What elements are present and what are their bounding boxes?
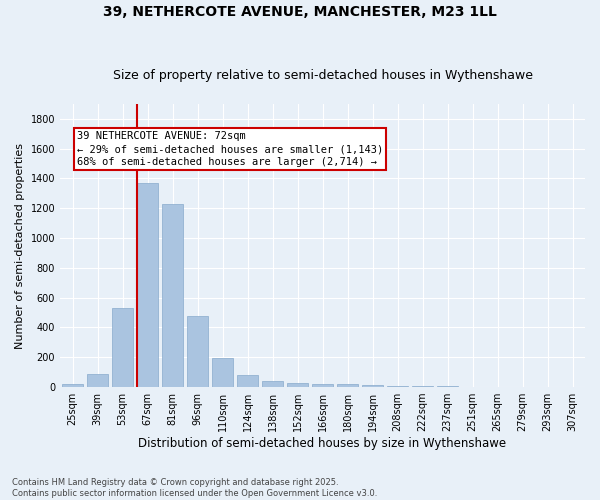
Bar <box>187 316 208 387</box>
Bar <box>112 308 133 387</box>
Bar <box>287 382 308 387</box>
Bar <box>237 375 258 387</box>
Bar <box>162 204 183 387</box>
Text: 39 NETHERCOTE AVENUE: 72sqm
← 29% of semi-detached houses are smaller (1,143)
68: 39 NETHERCOTE AVENUE: 72sqm ← 29% of sem… <box>77 131 383 167</box>
Title: Size of property relative to semi-detached houses in Wythenshawe: Size of property relative to semi-detach… <box>113 69 533 82</box>
Bar <box>137 183 158 387</box>
Bar <box>362 386 383 387</box>
Bar <box>87 374 108 387</box>
Bar <box>212 358 233 387</box>
Text: 39, NETHERCOTE AVENUE, MANCHESTER, M23 1LL: 39, NETHERCOTE AVENUE, MANCHESTER, M23 1… <box>103 5 497 19</box>
Bar <box>337 384 358 387</box>
X-axis label: Distribution of semi-detached houses by size in Wythenshawe: Distribution of semi-detached houses by … <box>139 437 506 450</box>
Y-axis label: Number of semi-detached properties: Number of semi-detached properties <box>15 142 25 348</box>
Bar <box>387 386 408 387</box>
Bar <box>312 384 333 387</box>
Bar <box>437 386 458 387</box>
Bar <box>412 386 433 387</box>
Text: Contains HM Land Registry data © Crown copyright and database right 2025.
Contai: Contains HM Land Registry data © Crown c… <box>12 478 377 498</box>
Bar <box>62 384 83 387</box>
Bar <box>262 381 283 387</box>
